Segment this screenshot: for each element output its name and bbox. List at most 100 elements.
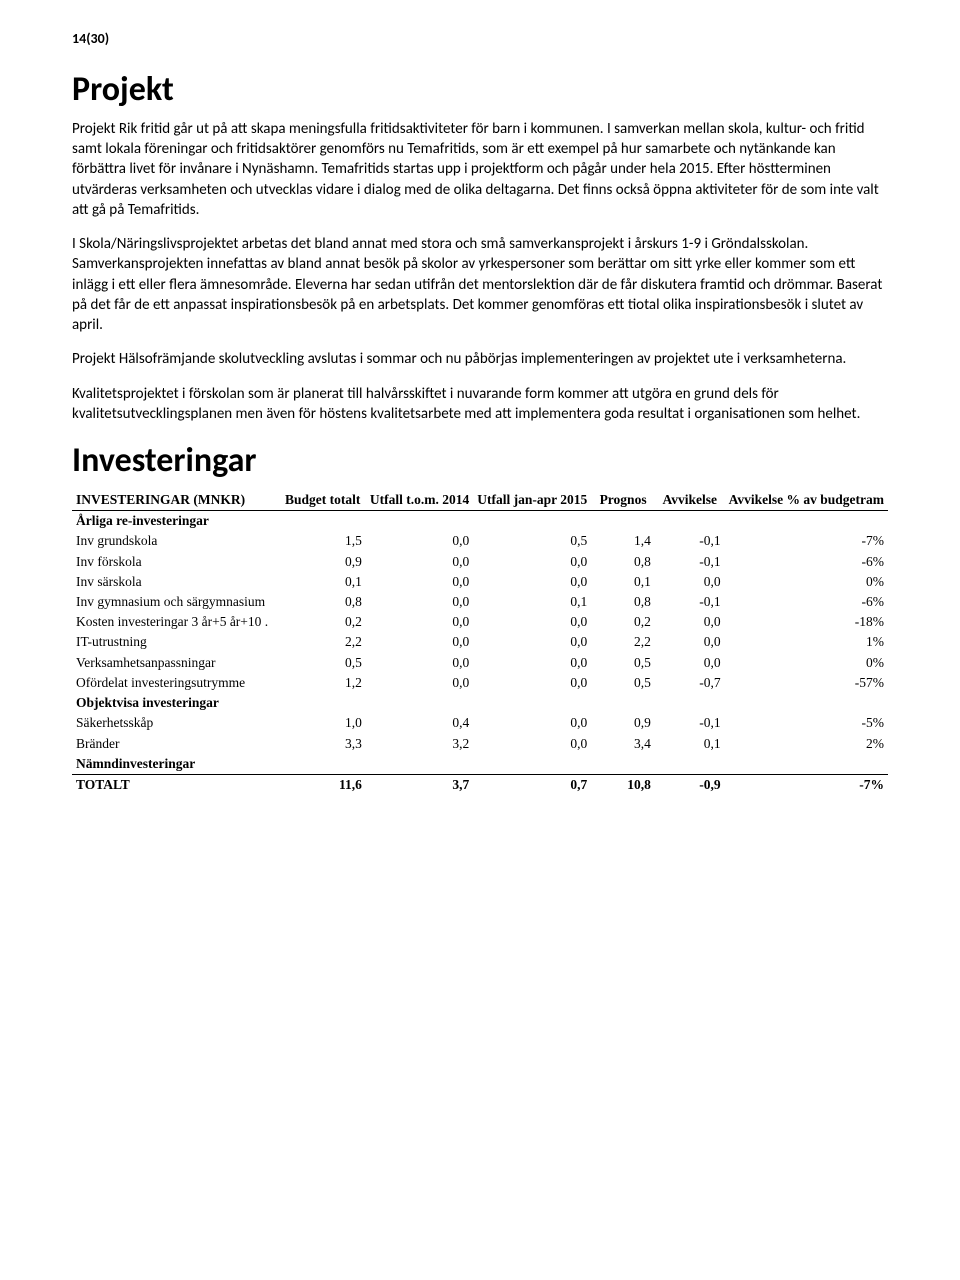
row-value: 0,0 [366,531,473,551]
table-row: Inv gymnasium och särgymnasium0,80,00,10… [72,592,888,612]
table-section-title: Nämndinvesteringar [72,754,888,775]
row-value: 0,9 [591,713,655,733]
row-value: 0,0 [366,552,473,572]
heading-projekt: Projekt [72,67,888,113]
row-label: Inv gymnasium och särgymnasium [72,592,280,612]
paragraph-2: I Skola/Näringslivsprojektet arbetas det… [72,234,888,335]
row-pct: 1% [725,632,888,652]
total-value: 11,6 [280,774,366,795]
paragraph-3: Projekt Hälsofrämjande skolutveckling av… [72,349,888,369]
table-section-row: Objektvisa investeringar [72,693,888,713]
total-value: 0,7 [473,774,591,795]
row-value: -0,7 [655,673,725,693]
row-pct: 0% [725,653,888,673]
row-label: Ofördelat investeringsutrymme [72,673,280,693]
row-value: 0,8 [280,592,366,612]
row-pct: -7% [725,531,888,551]
table-section-title: Objektvisa investeringar [72,693,888,713]
row-label: Säkerhetsskåp [72,713,280,733]
table-row: Inv särskola0,10,00,00,10,00% [72,572,888,592]
table-section-title: Årliga re-investeringar [72,511,888,532]
row-value: 0,0 [366,612,473,632]
row-value: 0,0 [366,572,473,592]
th-utfall-2015: Utfall jan-apr 2015 [473,490,591,511]
row-value: -0,1 [655,713,725,733]
row-value: 0,4 [366,713,473,733]
th-utfall-2014: Utfall t.o.m. 2014 [366,490,473,511]
row-value: 3,2 [366,734,473,754]
row-pct: 0% [725,572,888,592]
row-value: 0,1 [280,572,366,592]
row-label: Bränder [72,734,280,754]
table-row: Bränder3,33,20,03,40,12% [72,734,888,754]
row-label: Inv grundskola [72,531,280,551]
table-section-row: Nämndinvesteringar [72,754,888,775]
table-row: Inv förskola0,90,00,00,8-0,1-6% [72,552,888,572]
total-pct: -7% [725,774,888,795]
row-value: 0,0 [655,632,725,652]
row-value: 0,0 [366,632,473,652]
row-value: 0,5 [473,531,591,551]
table-row: Ofördelat investeringsutrymme1,20,00,00,… [72,673,888,693]
row-value: 0,0 [473,632,591,652]
row-pct: -6% [725,552,888,572]
row-value: 0,8 [591,592,655,612]
row-value: -0,1 [655,592,725,612]
row-label: Kosten investeringar 3 år+5 år+10 . [72,612,280,632]
row-value: 0,2 [280,612,366,632]
paragraph-4: Kvalitetsprojektet i förskolan som är pl… [72,384,888,425]
row-value: 0,5 [280,653,366,673]
total-value: -0,9 [655,774,725,795]
table-row: Kosten investeringar 3 år+5 år+10 .0,20,… [72,612,888,632]
row-value: 0,0 [473,572,591,592]
th-budget: Budget totalt [280,490,366,511]
th-label: INVESTERINGAR (MNKR) [72,490,280,511]
total-value: 3,7 [366,774,473,795]
row-value: 0,0 [655,653,725,673]
investeringar-table: INVESTERINGAR (MNKR) Budget totalt Utfal… [72,490,888,795]
row-value: 1,5 [280,531,366,551]
table-section-row: Årliga re-investeringar [72,511,888,532]
row-value: 0,5 [591,653,655,673]
row-value: 0,0 [473,713,591,733]
row-value: 3,3 [280,734,366,754]
row-value: 0,0 [473,612,591,632]
total-label: TOTALT [72,774,280,795]
row-label: Inv förskola [72,552,280,572]
table-row: IT-utrustning2,20,00,02,20,01% [72,632,888,652]
row-value: 0,5 [591,673,655,693]
row-label: Verksamhetsanpassningar [72,653,280,673]
row-value: 0,0 [655,572,725,592]
row-value: 0,0 [473,734,591,754]
row-value: 1,4 [591,531,655,551]
row-value: 0,0 [655,612,725,632]
th-avvikelse: Avvikelse [655,490,725,511]
table-row: Verksamhetsanpassningar0,50,00,00,50,00% [72,653,888,673]
th-prognos: Prognos [591,490,655,511]
row-value: 3,4 [591,734,655,754]
row-label: IT-utrustning [72,632,280,652]
paragraph-1: Projekt Rik fritid går ut på att skapa m… [72,119,888,220]
row-value: 0,2 [591,612,655,632]
row-pct: -5% [725,713,888,733]
row-value: 0,0 [366,653,473,673]
row-value: 0,0 [366,673,473,693]
row-pct: -6% [725,592,888,612]
row-value: 0,1 [591,572,655,592]
row-pct: -18% [725,612,888,632]
row-value: -0,1 [655,531,725,551]
row-pct: 2% [725,734,888,754]
row-value: 0,8 [591,552,655,572]
row-value: 0,0 [473,653,591,673]
row-value: 2,2 [591,632,655,652]
row-value: 0,0 [366,592,473,612]
row-value: 0,9 [280,552,366,572]
row-value: 0,0 [473,673,591,693]
table-header-row: INVESTERINGAR (MNKR) Budget totalt Utfal… [72,490,888,511]
row-pct: -57% [725,673,888,693]
table-total-row: TOTALT11,63,70,710,8-0,9-7% [72,774,888,795]
table-row: Säkerhetsskåp1,00,40,00,9-0,1-5% [72,713,888,733]
row-value: 0,1 [655,734,725,754]
page-number: 14(30) [72,30,888,49]
total-value: 10,8 [591,774,655,795]
